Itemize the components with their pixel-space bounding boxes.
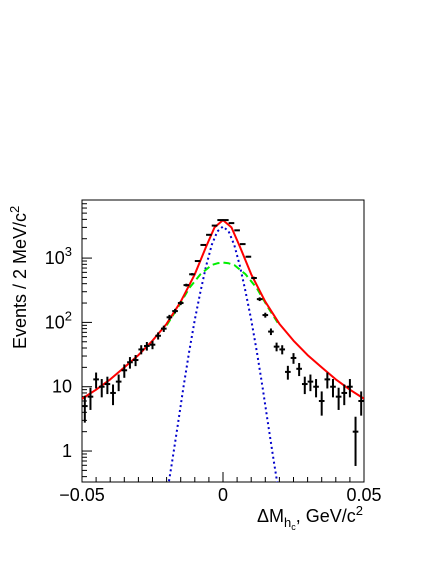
y-tick-label: 102	[45, 308, 72, 332]
data-point	[144, 342, 150, 351]
data-point	[313, 379, 319, 398]
data-points	[82, 219, 364, 466]
data-point	[211, 224, 218, 227]
fit-curves	[82, 219, 364, 482]
data-point	[256, 297, 263, 302]
data-point	[324, 372, 331, 389]
data-point	[183, 283, 190, 287]
x-tick-label: 0.05	[346, 485, 381, 505]
wide-signal-line	[165, 261, 281, 326]
data-point	[127, 357, 133, 369]
y-tick-label: 1	[62, 441, 72, 461]
data-point	[268, 328, 274, 336]
data-point	[330, 379, 336, 398]
data-point	[347, 379, 353, 398]
data-point	[98, 379, 105, 398]
plot-frame	[81, 199, 365, 483]
data-point	[93, 372, 99, 389]
data-point	[110, 384, 116, 406]
data-point	[234, 229, 240, 232]
data-point	[166, 314, 173, 320]
x-axis-ticks	[81, 472, 365, 482]
x-axis-title: ΔMhc, GeV/c2	[257, 503, 363, 532]
data-point	[352, 416, 359, 466]
data-point	[228, 222, 235, 225]
data-point	[290, 353, 297, 364]
narrow-signal-line	[167, 225, 279, 482]
data-point	[189, 273, 195, 276]
data-point	[358, 391, 364, 416]
data-point	[251, 276, 257, 280]
data-point	[149, 340, 156, 350]
x-axis-tick-labels: −0.05 0 0.05	[59, 485, 381, 505]
data-point	[307, 374, 314, 392]
data-point	[296, 363, 302, 377]
data-point	[82, 395, 88, 423]
data-point	[104, 376, 111, 395]
y-axis-title: Events / 2 MeV/c2	[7, 206, 30, 349]
data-point	[138, 345, 145, 355]
data-point	[87, 387, 94, 410]
data-point	[245, 255, 252, 258]
data-point	[279, 345, 286, 355]
data-point	[239, 243, 246, 246]
data-point	[132, 355, 139, 367]
data-point	[285, 365, 291, 380]
data-point	[301, 376, 308, 395]
data-point	[273, 342, 280, 352]
y-tick-label: 10	[52, 377, 72, 397]
x-tick-label: −0.05	[59, 485, 105, 505]
data-point	[155, 332, 161, 340]
data-point	[121, 364, 128, 378]
data-point	[262, 312, 269, 318]
y-tick-label: 103	[45, 244, 72, 268]
data-point	[115, 374, 122, 392]
data-point	[194, 260, 201, 263]
data-point	[206, 233, 212, 236]
y-axis-tick-labels: 1 10 102 103	[45, 244, 72, 461]
data-point	[217, 219, 223, 222]
data-point	[223, 219, 229, 222]
data-point	[200, 243, 207, 246]
data-point	[160, 325, 167, 332]
data-point	[341, 384, 348, 406]
data-point	[172, 308, 178, 314]
data-point	[177, 301, 184, 306]
x-tick-label: 0	[218, 485, 228, 505]
y-axis-ticks	[82, 199, 92, 478]
data-point	[318, 391, 325, 416]
data-point	[335, 387, 342, 410]
